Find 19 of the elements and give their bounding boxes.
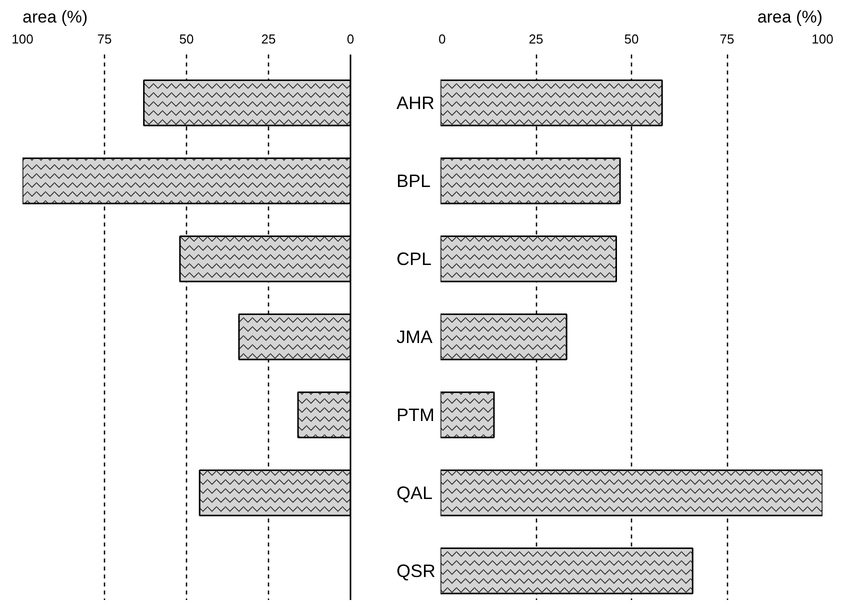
x-tick-label: 100 xyxy=(12,32,34,46)
x-tick-label: 100 xyxy=(812,32,834,46)
y-tick-label: PTM xyxy=(396,404,434,425)
x-tick-label: 50 xyxy=(624,32,639,46)
x-axis-title: area (%) xyxy=(757,8,822,26)
x-tick-label: 75 xyxy=(97,32,112,46)
y-tick-label: QAL xyxy=(396,482,433,503)
x-tick-label: 0 xyxy=(346,32,354,46)
x-tick-label: 75 xyxy=(720,32,734,46)
x-tick-label: 25 xyxy=(528,32,544,46)
x-tick-label: 50 xyxy=(179,32,194,46)
x-tick-label: 0 xyxy=(438,32,446,46)
y-tick-label: QSR xyxy=(396,560,436,581)
x-axis-title: area (%) xyxy=(22,8,88,26)
y-tick-label: CPL xyxy=(396,248,432,269)
y-tick-label: JMA xyxy=(396,326,432,347)
x-tick-label: 25 xyxy=(261,32,276,46)
y-tick-label: BPL xyxy=(396,170,431,191)
y-tick-label: AHR xyxy=(396,92,435,113)
